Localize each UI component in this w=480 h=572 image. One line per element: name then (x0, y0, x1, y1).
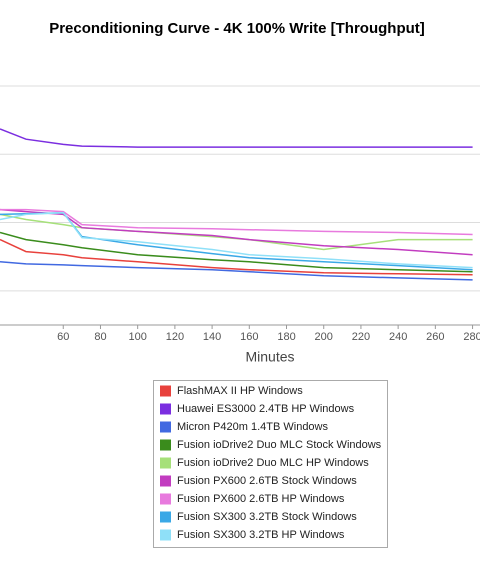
legend-swatch (160, 475, 171, 487)
legend-swatch (160, 421, 171, 433)
x-tick-label: 240 (389, 331, 407, 343)
x-tick-label: 140 (203, 331, 221, 343)
legend-label: Micron P420m 1.4TB Windows (177, 421, 328, 433)
series-line (0, 211, 473, 269)
legend-swatch (160, 385, 171, 397)
x-tick-label: 180 (277, 331, 295, 343)
series-line (0, 231, 473, 273)
x-tick-label: 280 (463, 331, 480, 343)
legend-label: Fusion SX300 3.2TB HP Windows (177, 529, 345, 541)
legend-label: Fusion PX600 2.6TB Stock Windows (177, 475, 357, 487)
series-line (0, 128, 473, 148)
legend-label: FlashMAX II HP Windows (177, 385, 303, 397)
legend-swatch (160, 493, 171, 505)
x-tick-label: 260 (426, 331, 444, 343)
legend-swatch (160, 439, 171, 451)
x-tick-label: 120 (166, 331, 184, 343)
legend-label: Huawei ES3000 2.4TB HP Windows (177, 403, 355, 415)
series-line (0, 238, 473, 276)
chart-title: Preconditioning Curve - 4K 100% Write [T… (49, 20, 425, 37)
legend-label: Fusion ioDrive2 Duo MLC HP Windows (177, 457, 369, 469)
legend-label: Fusion PX600 2.6TB HP Windows (177, 493, 345, 505)
x-tick-label: 220 (352, 331, 370, 343)
x-tick-label: 100 (128, 331, 146, 343)
x-axis-label: Minutes (245, 349, 294, 365)
x-tick-label: 200 (315, 331, 333, 343)
x-tick-label: 60 (57, 331, 69, 343)
legend-swatch (160, 529, 171, 541)
series-line (0, 261, 473, 281)
legend-swatch (160, 457, 171, 469)
series-line (0, 208, 473, 236)
legend-label: Fusion SX300 3.2TB Stock Windows (177, 511, 357, 523)
legend-label: Fusion ioDrive2 Duo MLC Stock Windows (177, 439, 382, 451)
x-tick-label: 80 (94, 331, 106, 343)
legend-swatch (160, 403, 171, 415)
legend-box (153, 380, 388, 548)
x-tick-label: 160 (240, 331, 258, 343)
legend-swatch (160, 511, 171, 523)
